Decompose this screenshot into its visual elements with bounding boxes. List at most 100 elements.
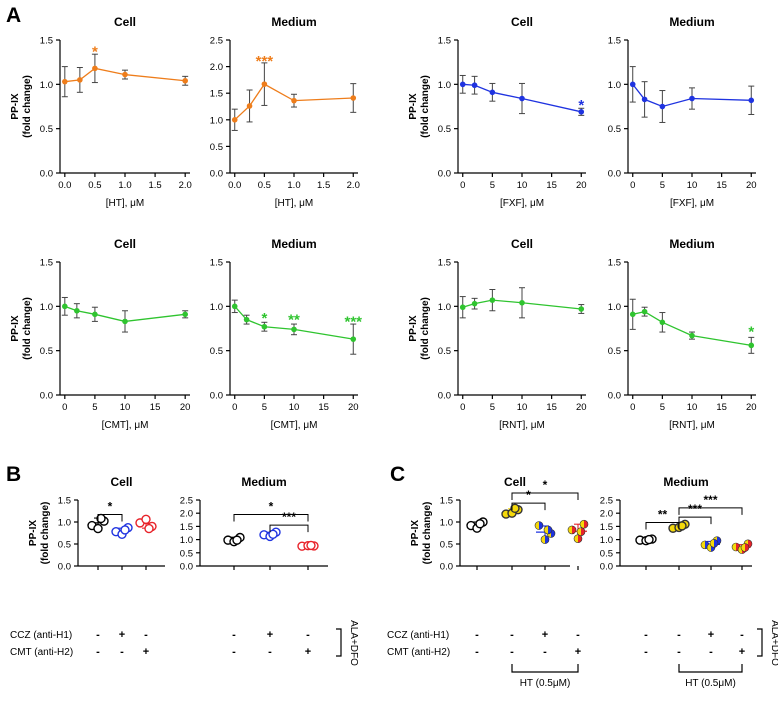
- row-label-ccz: CCZ (anti-H1): [10, 630, 72, 641]
- significance-label: *: [543, 478, 548, 492]
- y-tick-label: 1.0: [210, 302, 223, 313]
- data-point: [578, 109, 585, 115]
- x-tick-label: 20: [348, 402, 359, 413]
- chart-title: Medium: [271, 237, 316, 251]
- series-line: [632, 310, 752, 346]
- data-point: [144, 523, 154, 534]
- chart-title: Medium: [669, 237, 714, 251]
- y-tick-label: 1.0: [180, 535, 193, 546]
- x-axis-title: [RNT], μM: [669, 420, 715, 431]
- y-tick-label: 1.0: [58, 518, 71, 529]
- data-point-half: [548, 525, 552, 534]
- significance-label: ***: [688, 502, 702, 516]
- x-tick-label: 1.5: [148, 180, 161, 191]
- treatment-mark: +: [119, 629, 125, 641]
- y-tick-label: 0.5: [608, 346, 621, 357]
- data-point: [740, 543, 750, 552]
- x-tick-label: 20: [576, 402, 587, 413]
- x-tick-label: 0.5: [88, 180, 101, 191]
- data-point-half: [568, 525, 572, 534]
- y-tick-label: 1.5: [438, 258, 451, 269]
- y-tick-label: 2.5: [180, 496, 193, 507]
- treatment-mark: -: [677, 629, 681, 641]
- treatment-mark: -: [232, 629, 236, 641]
- y-tick-label: 0.0: [58, 562, 71, 573]
- line-chart-0: 0.0 0.5 1.0 1.5 PP-IX (fold change) Cell 0.0 0.5…: [10, 15, 192, 209]
- data-point-half: [714, 539, 718, 548]
- data-point: [261, 81, 268, 87]
- data-point-half: [574, 534, 578, 543]
- treatment-mark: -: [475, 629, 479, 641]
- data-point-half: [577, 527, 581, 536]
- y-tick-label: 0.0: [438, 169, 451, 180]
- y-tick-label: 0.5: [440, 540, 453, 551]
- x-axis-title: [HT], μM: [275, 198, 314, 209]
- y-tick-label: 1.5: [180, 522, 193, 533]
- data-point: [243, 316, 250, 323]
- x-tick-label: 0: [630, 402, 635, 413]
- chart-title: Cell: [114, 15, 136, 29]
- data-point: [182, 311, 188, 318]
- data-point-half: [584, 520, 588, 529]
- significance-label: **: [288, 312, 300, 329]
- treatment-table: CCZ (anti-H1) CMT (anti-H2) CCZ (anti-H1) C…: [10, 620, 778, 689]
- y-tick-label: 0.0: [180, 562, 193, 573]
- data-point: [689, 95, 695, 102]
- treatment-mark: -: [543, 646, 547, 658]
- data-point-half: [535, 521, 539, 530]
- y-tick-label: 1.0: [210, 115, 223, 126]
- x-tick-label: 10: [289, 402, 300, 413]
- significance-bracket: [645, 521, 680, 530]
- data-point: [471, 300, 478, 307]
- data-point: [689, 332, 695, 339]
- y-tick-label: 1.0: [608, 80, 621, 91]
- y-axis-title-unit: (fold change): [22, 297, 33, 360]
- y-tick-label: 0.0: [40, 391, 53, 402]
- chart-title: Cell: [114, 237, 136, 251]
- x-axis-title: [FXF], μM: [670, 198, 714, 209]
- x-tick-label: 15: [150, 402, 161, 413]
- treatment-mark: -: [96, 646, 100, 658]
- data-point-half: [748, 539, 752, 548]
- line-chart-7: 0.0 0.5 1.0 1.5 Medium 0 5 10 15 20 [RNT], μM *: [608, 237, 757, 431]
- line-chart-1: 0.0 0.5 1.0 1.5 2.0 2.5 Medium 0.0 0.5 1.0 1.5 2.0 […: [210, 15, 360, 209]
- y-tick-label: 0.5: [438, 346, 451, 357]
- y-tick-label: 0.0: [40, 169, 53, 180]
- data-point: [92, 311, 98, 318]
- data-point: [677, 521, 687, 531]
- data-point: [644, 534, 654, 545]
- treatment-mark: -: [576, 629, 580, 641]
- x-tick-label: 2.0: [179, 180, 192, 191]
- x-tick-label: 5: [660, 180, 665, 191]
- x-tick-label: 15: [546, 402, 557, 413]
- chart-title: Medium: [663, 475, 708, 489]
- data-point: [471, 82, 478, 89]
- y-tick-label: 1.5: [608, 36, 621, 47]
- y-tick-label: 0.0: [210, 169, 223, 180]
- data-point: [576, 527, 586, 536]
- data-point: [567, 525, 577, 535]
- significance-label: *: [108, 500, 113, 514]
- data-point: [659, 103, 666, 110]
- x-tick-label: 5: [660, 402, 665, 413]
- x-tick-label: 5: [262, 402, 267, 413]
- y-tick-label: 2.0: [600, 509, 613, 520]
- y-tick-label: 1.0: [608, 302, 621, 313]
- y-tick-label: 1.5: [58, 496, 71, 507]
- x-axis-title: [RNT], μM: [499, 420, 545, 431]
- data-point: [122, 318, 128, 325]
- row-label-ht: HT (0.5μM): [685, 678, 736, 689]
- row-label-ala-dfo: ALA+DFO: [348, 620, 359, 666]
- data-point: [232, 535, 242, 545]
- data-point: [141, 514, 151, 525]
- significance-label: *: [92, 44, 98, 61]
- x-tick-label: 5: [92, 402, 97, 413]
- significance-bracket: [97, 514, 123, 522]
- treatment-bracket: [757, 628, 763, 657]
- treatment-mark: -: [510, 646, 514, 658]
- data-point-half: [581, 527, 585, 536]
- treatment-mark: +: [542, 629, 548, 641]
- data-point: [182, 77, 188, 84]
